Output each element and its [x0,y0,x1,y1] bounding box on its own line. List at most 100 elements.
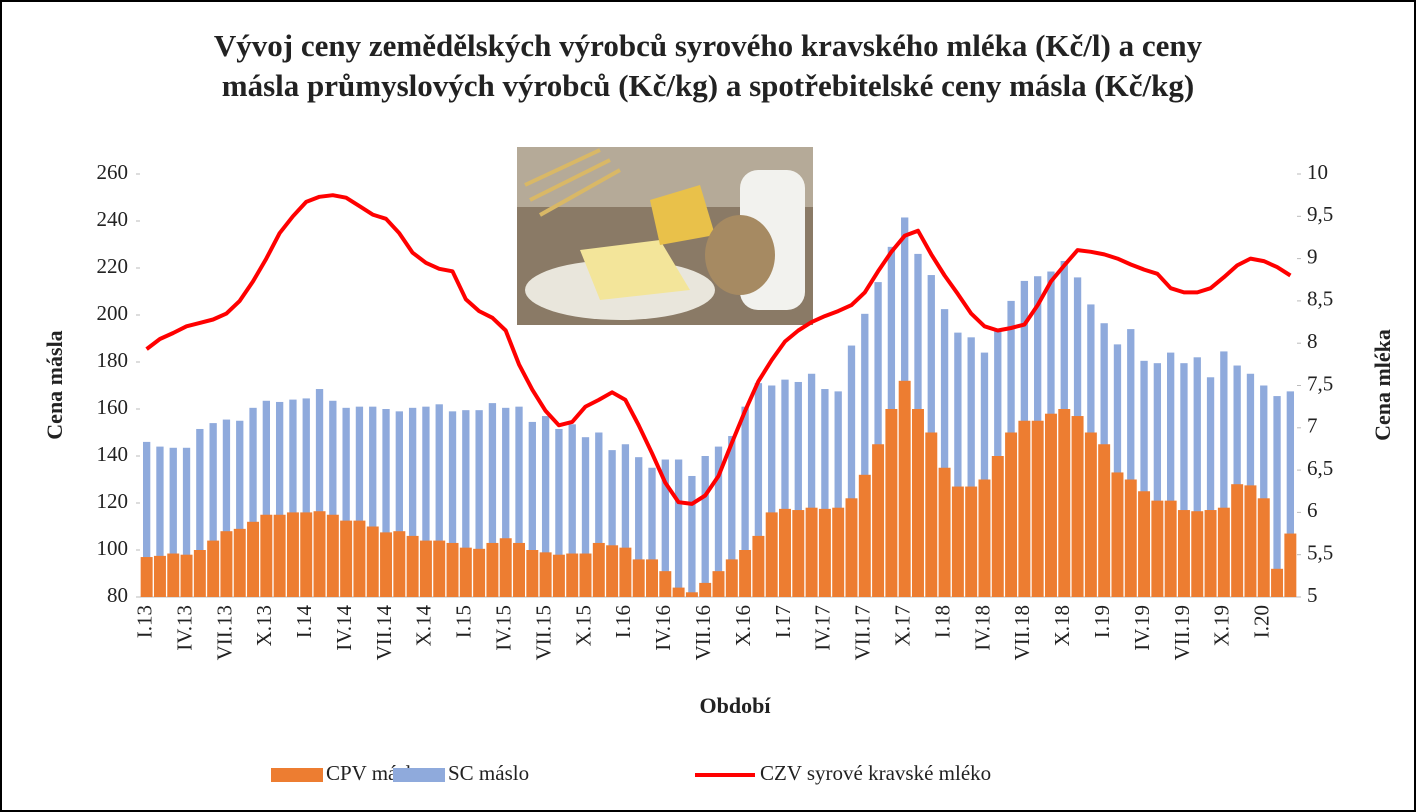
bar [872,444,885,597]
bar [579,553,592,597]
bar [1191,511,1204,597]
bar [142,441,151,597]
bar [911,409,924,597]
bar [380,532,393,597]
bar [552,554,565,597]
bar [619,547,632,597]
bar [369,406,377,597]
bar [672,587,685,597]
bar [940,309,949,597]
bar [342,407,350,597]
bar [513,542,526,597]
x-tick-label: IV.19 [1130,605,1154,651]
x-tick-label: VII.14 [372,605,396,661]
y2-tick-label: 9 [1307,244,1318,268]
bar [353,520,366,597]
y-tick-label: 200 [97,301,129,325]
bar [182,447,191,597]
bar [834,391,842,597]
y2-tick-label: 5,5 [1307,541,1333,565]
bar [486,542,499,597]
bar [845,498,858,597]
bar [1018,420,1031,597]
bar [847,345,856,597]
bar [315,389,324,597]
bar [779,508,791,597]
bar [1193,357,1201,597]
bar [646,559,658,597]
bar [1257,498,1270,597]
bar [794,381,802,597]
bar [739,550,752,597]
bar [1286,391,1295,597]
bar [821,389,829,597]
bar [249,407,257,597]
x-tick-label: IV.16 [651,605,675,651]
bar [1111,472,1124,597]
bar [741,406,749,597]
bar [1031,420,1044,597]
bar [595,432,603,597]
bar [459,547,472,597]
bar [1153,363,1162,597]
bar [247,521,260,597]
bar [581,437,590,597]
legend-swatch [271,768,323,782]
bar [1217,507,1230,597]
bar [260,514,273,597]
x-tick-label: I.17 [771,605,795,638]
bar [938,467,951,597]
bar [606,545,619,597]
bar [446,542,459,597]
bar [674,459,683,597]
bar [885,409,898,597]
y-tick-label: 220 [97,254,129,278]
x-tick-label: IV.17 [811,605,835,651]
bar [728,436,736,597]
y2-tick-label: 9,5 [1307,202,1333,226]
bar [433,540,446,597]
bar [648,467,656,597]
x-tick-label: X.16 [731,605,755,646]
y2-tick-label: 10 [1307,160,1328,184]
bar [832,507,845,597]
legend-label: SC máslo [448,761,529,785]
bar [1058,409,1071,597]
y-tick-label: 240 [97,207,129,231]
bar [286,512,299,597]
y2-tick-label: 7,5 [1307,371,1333,395]
bar [539,552,552,597]
x-tick-label: I.15 [452,605,476,638]
line [145,193,1292,506]
bar [153,555,166,597]
bar [340,520,353,597]
bar [275,401,284,597]
bar [991,456,1004,597]
bar [207,540,220,597]
x-tick-label: IV.14 [332,605,356,651]
bar [1071,416,1084,597]
bar [1231,484,1244,597]
bar [1271,568,1284,597]
bar [621,444,630,597]
bar [209,423,217,597]
x-tick-label: X.15 [571,605,595,646]
bar [632,559,645,597]
x-tick-label: IV.15 [492,605,516,651]
bar [408,407,417,597]
bar [1044,413,1057,597]
bar [898,380,911,597]
x-tick-label: I.19 [1090,605,1114,638]
bar [555,428,563,597]
x-tick-label: VII.17 [851,605,875,660]
bar [236,420,244,597]
bar [473,548,486,597]
bar [792,510,805,597]
bar [528,421,536,597]
bar [688,475,696,597]
bar [140,557,153,597]
bar [699,582,712,597]
x-tick-label: X.13 [252,605,276,646]
